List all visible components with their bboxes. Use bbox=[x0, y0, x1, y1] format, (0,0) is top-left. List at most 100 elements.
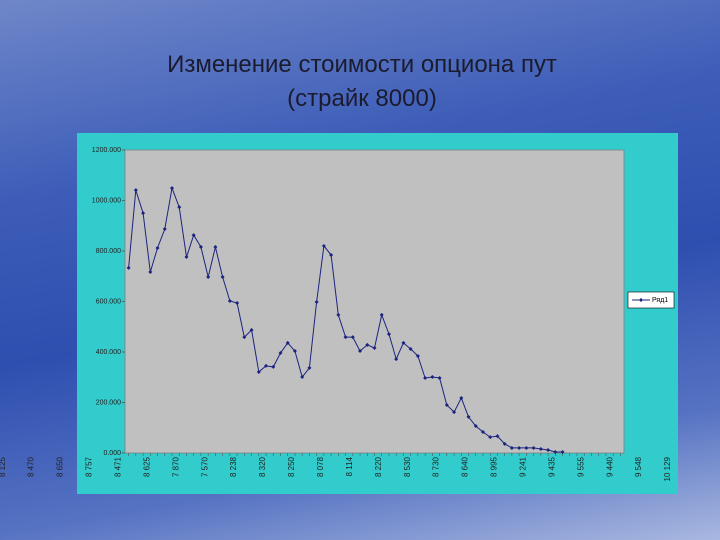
x-tick-label: 9 555 bbox=[576, 456, 585, 477]
x-tick-label: 8 114 bbox=[345, 456, 354, 476]
x-tick-label: 9 440 bbox=[605, 456, 614, 477]
point bbox=[336, 312, 341, 317]
point bbox=[560, 449, 565, 454]
point bbox=[546, 447, 551, 452]
legend-label: Ряд1 bbox=[652, 297, 668, 304]
legend-marker bbox=[639, 298, 643, 302]
point bbox=[423, 376, 428, 381]
point bbox=[372, 345, 377, 350]
point bbox=[206, 275, 211, 280]
point bbox=[141, 211, 146, 216]
point bbox=[394, 357, 399, 362]
x-tick-label: 8 625 bbox=[142, 456, 151, 477]
x-tick-label: 8 470 bbox=[27, 456, 36, 477]
x-tick-label: 8 078 bbox=[316, 456, 325, 477]
y-tick-label: 1000.000 bbox=[92, 197, 121, 204]
point bbox=[415, 354, 420, 359]
point bbox=[444, 403, 449, 408]
point bbox=[350, 335, 355, 340]
point bbox=[509, 445, 514, 450]
y-tick-label: 600.000 bbox=[96, 298, 121, 305]
x-tick-label: 8 757 bbox=[85, 456, 94, 477]
point bbox=[524, 445, 529, 450]
point bbox=[170, 186, 175, 191]
x-tick-label: 7 570 bbox=[200, 456, 209, 477]
point bbox=[162, 227, 167, 232]
x-tick-label: 8 640 bbox=[461, 456, 470, 477]
point bbox=[184, 255, 189, 260]
x-tick-label: 8 730 bbox=[432, 456, 441, 477]
point bbox=[242, 335, 247, 340]
legend-box bbox=[627, 291, 675, 309]
y-tick-label: 200.000 bbox=[96, 399, 121, 406]
point bbox=[126, 265, 131, 270]
point bbox=[437, 376, 442, 381]
point bbox=[148, 269, 153, 274]
point bbox=[365, 342, 370, 347]
point bbox=[314, 300, 319, 305]
point bbox=[386, 332, 391, 337]
point bbox=[220, 275, 225, 280]
x-tick-label: 8 530 bbox=[403, 456, 412, 477]
point bbox=[329, 253, 334, 258]
point bbox=[379, 312, 384, 317]
point bbox=[452, 410, 457, 415]
x-tick-label: 8 220 bbox=[374, 456, 383, 477]
point bbox=[459, 395, 464, 400]
point bbox=[553, 449, 558, 454]
point bbox=[488, 435, 493, 440]
point bbox=[430, 374, 435, 379]
y-tick-label: 0.000 bbox=[103, 450, 121, 457]
point bbox=[133, 188, 138, 193]
point bbox=[466, 414, 471, 419]
point bbox=[198, 244, 203, 249]
chart-subtitle: (страйк 8000) bbox=[287, 85, 437, 112]
x-tick-label: 8 125 bbox=[0, 456, 7, 477]
point bbox=[343, 335, 348, 340]
plot-area bbox=[124, 149, 625, 454]
x-tick-label: 8 471 bbox=[114, 456, 123, 477]
x-tick-label: 8 995 bbox=[490, 456, 499, 477]
point bbox=[278, 351, 283, 356]
point bbox=[227, 298, 232, 303]
point bbox=[235, 301, 240, 306]
x-tick-label: 9 548 bbox=[634, 456, 643, 477]
point bbox=[264, 363, 269, 368]
point bbox=[177, 205, 182, 210]
point bbox=[517, 445, 522, 450]
point bbox=[531, 445, 536, 450]
point bbox=[502, 441, 507, 446]
point bbox=[307, 365, 312, 370]
point bbox=[285, 340, 290, 345]
point bbox=[191, 233, 196, 238]
x-tick-label: 8 320 bbox=[258, 456, 267, 477]
point bbox=[300, 374, 305, 379]
point bbox=[401, 340, 406, 345]
point bbox=[249, 328, 254, 333]
x-tick-label: 8 250 bbox=[287, 456, 296, 477]
y-tick-label: 1200.000 bbox=[92, 147, 121, 154]
point bbox=[155, 245, 160, 250]
point bbox=[321, 243, 326, 248]
point bbox=[256, 369, 261, 374]
x-tick-label: 8 650 bbox=[56, 456, 65, 477]
y-tick-label: 800.000 bbox=[96, 248, 121, 255]
point bbox=[408, 346, 413, 351]
point bbox=[292, 348, 297, 353]
point bbox=[480, 430, 485, 435]
point bbox=[213, 244, 218, 249]
chart-title: Изменение стоимости опциона пут bbox=[167, 51, 557, 78]
x-tick-label: 10 129 bbox=[663, 456, 672, 481]
point bbox=[495, 434, 500, 439]
x-tick-label: 8 238 bbox=[229, 456, 238, 477]
x-tick-label: 9 241 bbox=[519, 456, 528, 477]
point bbox=[473, 423, 478, 428]
point bbox=[538, 446, 543, 451]
y-tick-label: 400.000 bbox=[96, 349, 121, 356]
point bbox=[271, 364, 276, 369]
x-tick-label: 9 435 bbox=[547, 456, 556, 477]
point bbox=[358, 348, 363, 353]
x-tick-label: 7 870 bbox=[171, 456, 180, 477]
